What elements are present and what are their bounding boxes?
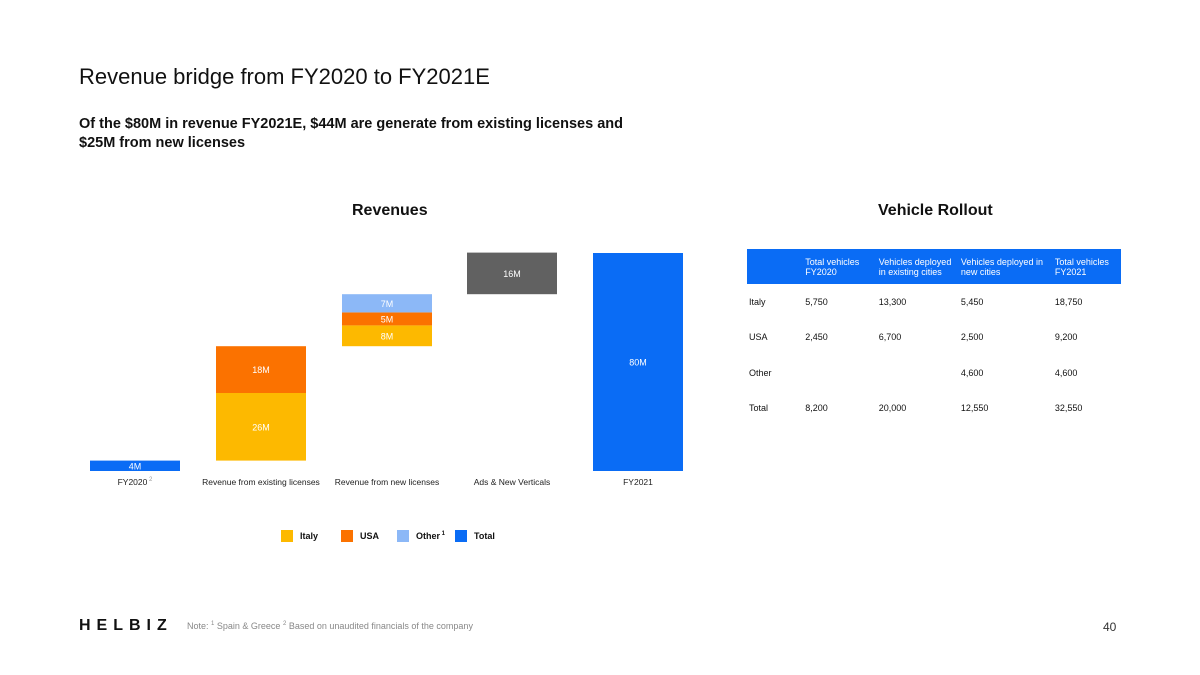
table-cell: 6,700	[878, 332, 902, 343]
legend-label: USA	[360, 531, 380, 541]
bar-usa-2	[342, 312, 432, 326]
bar-value-label: 7M	[381, 299, 394, 309]
note-1-sup: 1	[211, 621, 215, 627]
row-label: Italy	[749, 296, 766, 307]
table-row: Italy 5,750 13,300 5,450 18,750	[747, 284, 1121, 320]
row-label: Other	[749, 367, 772, 378]
legend-item-usa: USA	[341, 530, 379, 542]
category-label: Revenue from new licenses	[335, 477, 439, 487]
page-subtitle: Of the $80M in revenue FY2021E, $44M are…	[79, 116, 623, 151]
bar-ads-3	[467, 252, 557, 295]
bar-value-label: 18M	[252, 365, 270, 375]
legend-swatch	[281, 530, 293, 542]
bar-other-2	[342, 294, 432, 313]
chart-title: Revenues	[352, 202, 428, 219]
table-cell: 4,600	[960, 367, 984, 378]
table-cell: 9,200	[1054, 332, 1078, 343]
table-cell: 8,200	[805, 403, 828, 414]
table-cell: 12,550	[960, 403, 989, 414]
page-number: 40	[1103, 620, 1117, 634]
table-cell	[803, 355, 877, 391]
vehicle-rollout-table: Total vehicles FY2020 Vehicles deployed i…	[747, 249, 1121, 426]
column-header: Vehicles deployed in new cities	[958, 249, 1053, 284]
legend-swatch	[397, 530, 409, 542]
table-cell: 2,450	[805, 332, 828, 343]
table-cell: 4,600	[1054, 367, 1078, 378]
table-row: Other 4,600 4,600	[747, 355, 1121, 391]
legend-label: Other 1	[416, 531, 446, 541]
bar-value-label: 5M	[381, 314, 394, 324]
category-label: FY2020 2	[118, 477, 153, 487]
footnote: Note: 1 Spain & Greece 2 Based on unaudi…	[187, 621, 473, 631]
legend-item-italy: Italy	[281, 530, 318, 542]
table-cell: 5,450	[960, 296, 984, 307]
table-title: Vehicle Rollout	[878, 202, 993, 219]
bar-italy-2	[342, 325, 432, 347]
table-cell: 18,750	[1054, 296, 1083, 307]
legend-swatch	[341, 530, 353, 542]
bar-total-4	[593, 253, 683, 471]
table-cell: 5,750	[805, 296, 828, 307]
category-label: Ads & New Verticals	[474, 477, 551, 487]
legend-item-other: Other 1	[397, 530, 445, 542]
column-header: Vehicles deployed in existing cities	[876, 249, 959, 284]
revenue-waterfall-chart: 4M FY2020 2 26M 18M Revenue from existing li…	[90, 252, 683, 487]
bar-italy-1	[216, 393, 306, 461]
category-superscript: 2	[147, 477, 153, 483]
row-label: Total	[749, 403, 769, 414]
row-label: USA	[749, 332, 768, 343]
page-title: Revenue bridge from FY2020 to FY2021E	[79, 64, 490, 89]
legend-item-total: Total	[455, 530, 495, 542]
table-header-row: Total vehicles FY2020 Vehicles deployed i…	[747, 249, 1121, 284]
bar-value-label: 80M	[629, 358, 647, 368]
note-2-sup: 2	[282, 621, 287, 627]
bar-total-0	[90, 460, 180, 471]
table-cell: 13,300	[878, 296, 907, 307]
note-2: Based on unaudited financials of the com…	[288, 621, 473, 631]
bar-value-label: 4M	[129, 461, 142, 471]
category-label: FY2021	[623, 477, 653, 487]
column-header	[747, 249, 804, 284]
legend-swatch	[455, 530, 467, 542]
legend-label: Total	[474, 531, 495, 541]
note-1: Spain & Greece	[216, 621, 281, 631]
column-header: Total vehicles FY2021	[1052, 249, 1121, 284]
table-row: Total 8,200 20,000 12,550 32,550	[747, 391, 1121, 427]
table-cell: 2,500	[960, 332, 984, 343]
table-cell: 20,000	[878, 403, 907, 414]
category-label: Revenue from existing licenses	[202, 477, 320, 487]
legend-label: Italy	[300, 531, 319, 541]
helbiz-logo: HELBIZ	[79, 617, 173, 634]
bar-value-label: 16M	[503, 269, 521, 279]
legend-superscript: 1	[440, 531, 446, 537]
table-cell: 32,550	[1054, 403, 1083, 414]
note-prefix: Note:	[187, 621, 209, 631]
bar-value-label: 8M	[381, 331, 394, 341]
bar-usa-1	[216, 346, 306, 393]
table-cell	[877, 355, 959, 391]
table-row: USA 2,450 6,700 2,500 9,200	[747, 320, 1121, 356]
bar-value-label: 26M	[252, 422, 270, 432]
column-header: Total vehicles FY2020	[803, 249, 877, 284]
